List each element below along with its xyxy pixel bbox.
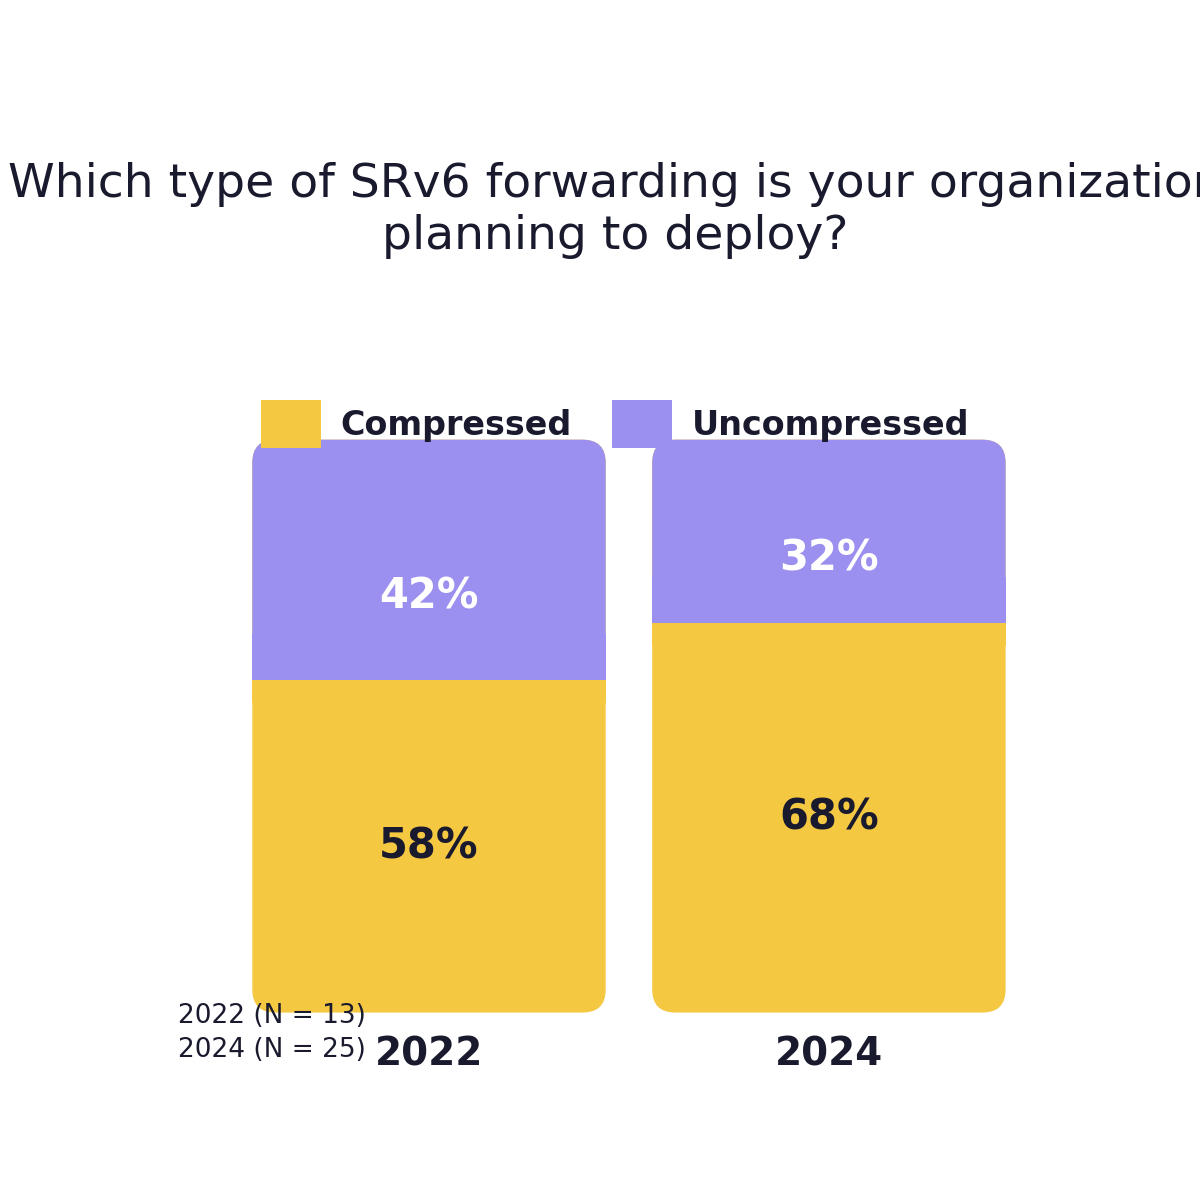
FancyBboxPatch shape	[653, 439, 1006, 1013]
Text: 2022: 2022	[374, 1036, 484, 1074]
Text: 2024: 2024	[775, 1036, 883, 1074]
Text: 2022 (N = 13)
2024 (N = 25): 2022 (N = 13) 2024 (N = 25)	[178, 1003, 366, 1063]
Text: 68%: 68%	[779, 797, 878, 839]
Bar	[653, 623, 1006, 646]
Text: 42%: 42%	[379, 575, 479, 617]
FancyBboxPatch shape	[252, 439, 606, 1013]
Text: 32%: 32%	[779, 538, 878, 580]
FancyBboxPatch shape	[252, 439, 606, 680]
Text: 58%: 58%	[379, 826, 479, 868]
Text: Which type of SRv6 forwarding is your organization
planning to deploy?: Which type of SRv6 forwarding is your or…	[7, 162, 1200, 259]
Legend: Compressed, Uncompressed: Compressed, Uncompressed	[247, 388, 983, 461]
Bar	[252, 680, 606, 703]
FancyBboxPatch shape	[653, 439, 1006, 623]
Bar	[653, 577, 1006, 623]
Bar	[252, 634, 606, 680]
